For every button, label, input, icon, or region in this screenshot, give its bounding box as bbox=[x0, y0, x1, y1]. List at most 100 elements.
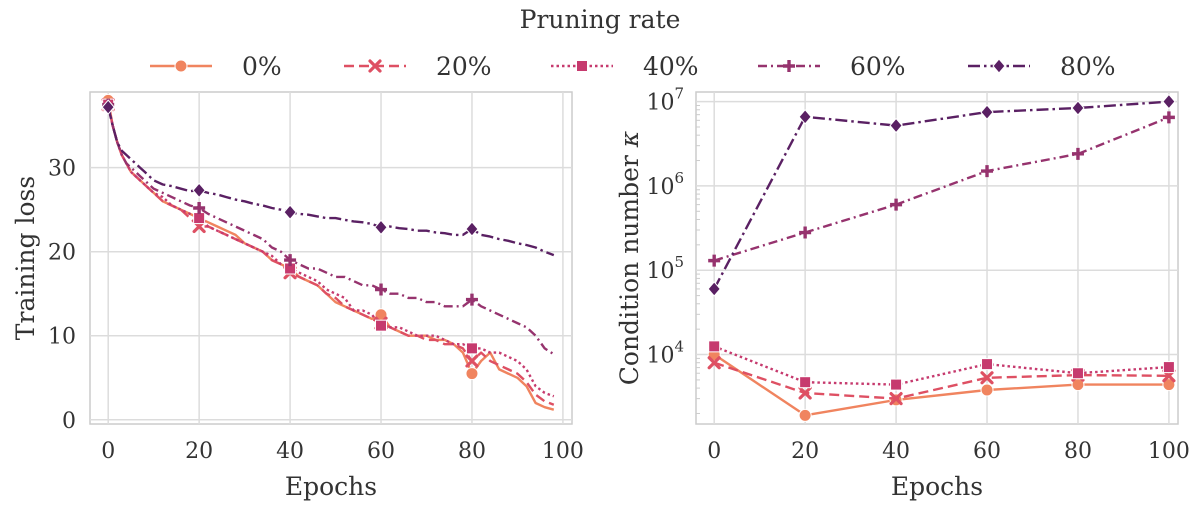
left-y-axis-label: Training loss bbox=[11, 176, 40, 340]
left-x-axis-label: Epochs bbox=[285, 472, 377, 501]
left-series-line bbox=[107, 106, 555, 257]
right-series-point bbox=[708, 254, 721, 267]
right-series-point bbox=[1162, 378, 1176, 392]
right-series-point bbox=[707, 356, 721, 370]
right-series-line bbox=[713, 353, 1169, 417]
right-x-tick-label: 40 bbox=[882, 439, 910, 464]
right-series-line bbox=[713, 100, 1169, 290]
left-x-tick-label: 0 bbox=[101, 439, 115, 464]
right-series-point bbox=[798, 386, 812, 400]
right-series-point bbox=[1071, 147, 1084, 160]
right-series-point bbox=[1071, 100, 1085, 116]
right-x-tick-label: 0 bbox=[707, 439, 721, 464]
left-series-4 bbox=[102, 98, 555, 356]
left-tick-labels: 0 20 40 60 80 100 0 10 20 30 bbox=[48, 157, 584, 464]
left-series-point bbox=[193, 212, 206, 225]
legend-entry-4: 60% bbox=[758, 52, 906, 81]
left-grid bbox=[90, 92, 572, 424]
left-series-point bbox=[465, 221, 479, 237]
right-y-tick-label: 106 bbox=[646, 169, 684, 200]
left-series-point bbox=[375, 319, 388, 332]
left-series-point bbox=[465, 293, 478, 306]
left-x-tick-label: 80 bbox=[458, 439, 486, 464]
left-x-tick-label: 40 bbox=[276, 439, 304, 464]
right-y-tick-label: 107 bbox=[646, 85, 684, 116]
left-x-tick-label: 20 bbox=[185, 439, 213, 464]
legend-entries: 0% 20% 40% 60% 80% bbox=[150, 52, 1116, 81]
right-plot-frame bbox=[695, 91, 1179, 425]
right-series-point bbox=[889, 392, 903, 406]
right-series-point bbox=[890, 378, 903, 391]
right-series-point bbox=[890, 198, 903, 211]
right-series-point bbox=[1162, 361, 1175, 374]
legend-entry-3: 40% bbox=[551, 52, 699, 81]
legend-entry-1: 0% bbox=[150, 52, 282, 81]
right-series-point bbox=[980, 371, 994, 385]
left-y-tick-label: 10 bbox=[48, 325, 76, 350]
legend-entry-2: 20% bbox=[344, 52, 492, 81]
right-x-tick-label: 20 bbox=[791, 439, 819, 464]
right-x-axis-label: Epochs bbox=[891, 472, 983, 501]
right-y-axis-label: Condition number κ bbox=[615, 130, 644, 385]
condition-number-panel: 0 20 40 60 80 100 104 105 106 107 Epochs Conditio… bbox=[615, 85, 1190, 501]
legend-marker bbox=[368, 59, 382, 73]
left-y-tick-label: 30 bbox=[48, 157, 76, 182]
training-loss-panel: 0 20 40 60 80 100 0 10 20 30 Epochs Training loss bbox=[11, 91, 584, 501]
legend-title: Pruning rate bbox=[520, 5, 681, 34]
left-series-3 bbox=[102, 98, 555, 398]
legend-label: 20% bbox=[436, 52, 492, 81]
legend-marker bbox=[174, 59, 188, 73]
left-series bbox=[101, 93, 555, 411]
left-series-point bbox=[465, 342, 478, 355]
legend: Pruning rate 0% 20% 40% 60% 80% bbox=[150, 5, 1116, 81]
right-series bbox=[707, 93, 1176, 422]
legend-marker bbox=[992, 58, 1006, 74]
legend-label: 60% bbox=[850, 52, 906, 81]
left-y-tick-label: 20 bbox=[48, 241, 76, 266]
right-series-point bbox=[799, 226, 812, 239]
left-series-point bbox=[192, 182, 206, 199]
legend-label: 80% bbox=[1060, 52, 1116, 81]
right-series-5 bbox=[707, 93, 1176, 297]
right-series-4 bbox=[708, 111, 1175, 267]
right-y-tick-label: 104 bbox=[646, 338, 684, 369]
left-series-point bbox=[193, 201, 206, 214]
right-series-point bbox=[981, 358, 994, 371]
left-series-point bbox=[465, 367, 479, 381]
right-series-point bbox=[1162, 111, 1175, 124]
right-series-line bbox=[713, 345, 1169, 386]
right-series-point bbox=[798, 109, 812, 125]
legend-marker bbox=[576, 60, 588, 72]
left-series-point bbox=[465, 354, 479, 368]
left-series-point bbox=[374, 219, 388, 236]
legend-entry-5: 80% bbox=[968, 52, 1116, 81]
left-series-5 bbox=[101, 99, 555, 257]
left-series-line bbox=[107, 100, 555, 411]
right-y-tick-label: 105 bbox=[646, 253, 684, 284]
right-series-point bbox=[889, 117, 903, 134]
right-grid bbox=[696, 92, 1178, 424]
right-series-point bbox=[799, 376, 812, 389]
left-series-point bbox=[284, 254, 297, 267]
right-x-tick-label: 100 bbox=[1148, 439, 1190, 464]
right-series-line bbox=[713, 361, 1169, 400]
right-series-3 bbox=[708, 340, 1175, 391]
right-series-point bbox=[1162, 93, 1176, 110]
left-series-line bbox=[107, 104, 555, 356]
right-x-tick-label: 60 bbox=[973, 439, 1001, 464]
left-plot-frame bbox=[89, 91, 573, 425]
left-series-point bbox=[283, 204, 297, 220]
right-series-point bbox=[798, 408, 812, 422]
legend-label: 0% bbox=[242, 52, 282, 81]
left-series-point bbox=[101, 99, 115, 115]
left-x-tick-label: 100 bbox=[542, 439, 584, 464]
right-series-line bbox=[713, 116, 1170, 262]
right-series-point bbox=[980, 104, 994, 120]
left-series-line bbox=[107, 104, 555, 406]
left-series-point bbox=[375, 283, 388, 296]
right-x-tick-label: 80 bbox=[1064, 439, 1092, 464]
legend-label: 40% bbox=[643, 52, 699, 81]
right-series-point bbox=[707, 281, 721, 297]
right-series-point bbox=[1071, 367, 1084, 380]
